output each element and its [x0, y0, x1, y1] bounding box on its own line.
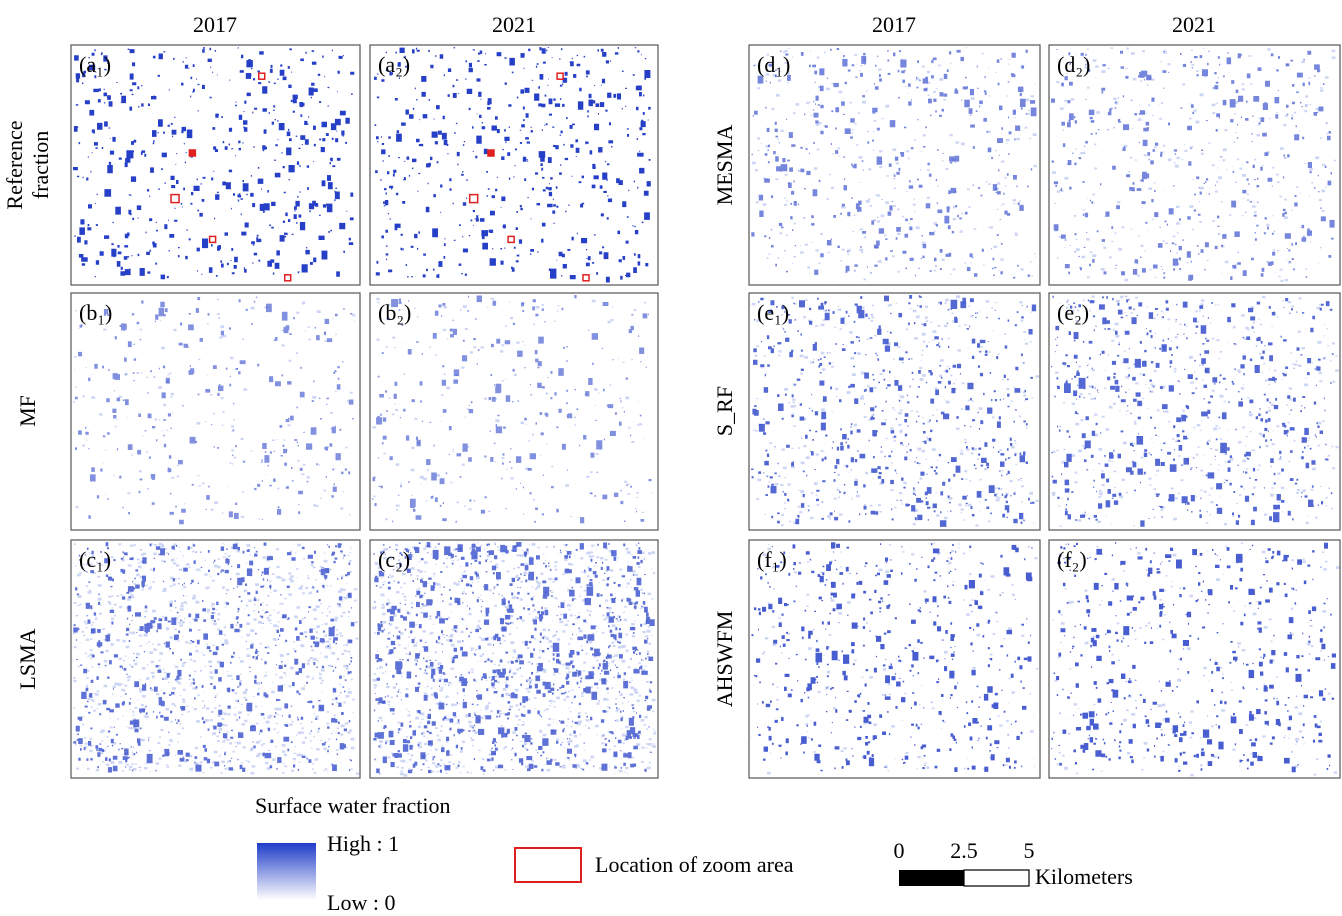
water-pixels	[1051, 295, 1334, 527]
panel-label: (f₂)	[1057, 547, 1087, 572]
zoom-area-box	[188, 149, 197, 157]
panel-label: (b₁)	[79, 300, 112, 325]
map-frame	[1048, 44, 1341, 286]
panel-label: (b₂)	[378, 300, 411, 325]
water-pixels	[374, 47, 651, 283]
scale-tick: 5	[1024, 838, 1035, 863]
row-label: MESMA	[712, 125, 737, 206]
map-panel: (c₂)	[369, 539, 659, 779]
panel-grid: (a₁) (a₂) (b₁) (b₂) (c₁) (c₂) (d₁) (d₂) (e₁) (e₂)…	[70, 44, 1341, 779]
map-frame	[70, 539, 361, 779]
zoom-area-box	[170, 193, 180, 204]
scale-bar-white	[963, 869, 1030, 887]
water-pixels	[751, 295, 1037, 527]
map-texture	[751, 295, 1040, 527]
map-frame	[1048, 292, 1341, 531]
map-panel: (b₁)	[70, 292, 361, 531]
water-pixels	[1051, 542, 1336, 773]
map-panel: (a₁)	[70, 44, 361, 286]
map-frame	[748, 44, 1041, 286]
water-pixels	[73, 47, 355, 280]
row-label: S_RF	[712, 386, 737, 436]
water-pixels	[373, 542, 655, 774]
panel-label: (f₁)	[757, 547, 787, 572]
zoom-area-box	[487, 149, 495, 157]
panel-label: (a₂)	[378, 52, 410, 77]
map-panel: (f₁)	[748, 539, 1041, 779]
water-pixels	[751, 48, 1037, 279]
column-header: 2017	[872, 12, 916, 37]
zoom-legend-box	[514, 847, 582, 883]
legend-low: Low : 0	[327, 890, 395, 915]
map-frame	[369, 44, 659, 286]
color-ramp	[257, 843, 316, 900]
panel-label: (c₁)	[79, 547, 111, 572]
column-header: 2021	[492, 12, 536, 37]
row-label: LSMA	[15, 628, 40, 689]
panel-label: (d₂)	[1057, 52, 1090, 77]
panel-label: (e₁)	[757, 300, 789, 325]
scale-tick: 0	[894, 838, 905, 863]
panel-label: (d₁)	[757, 52, 790, 77]
legend-high: High : 1	[327, 831, 399, 856]
scale-bar-black	[899, 870, 964, 886]
scale-tick: 2.5	[950, 838, 978, 863]
map-texture	[73, 542, 360, 775]
zoom-area-box	[556, 72, 564, 80]
water-pixels	[1051, 49, 1335, 281]
zoom-area-box	[468, 193, 479, 204]
row-label: MF	[15, 395, 40, 427]
column-header: 2017	[193, 12, 237, 37]
legend-title: Surface water fraction	[255, 793, 450, 818]
map-panel: (e₂)	[1048, 292, 1341, 531]
panel-label: (c₂)	[378, 547, 410, 572]
column-header: 2021	[1172, 12, 1216, 37]
legend-zoom: Location of zoom area	[595, 852, 794, 877]
scale-unit: Kilometers	[1035, 864, 1133, 889]
water-pixels	[74, 296, 354, 525]
water-pixels	[73, 542, 355, 773]
map-frame	[369, 539, 659, 779]
map-frame	[70, 292, 361, 531]
zoom-area-box	[284, 274, 292, 282]
panel-label: (e₂)	[1057, 300, 1089, 325]
map-panel: (c₁)	[70, 539, 361, 779]
zoom-area-box	[507, 235, 515, 244]
zoom-area-box	[582, 274, 590, 282]
row-label: AHSWFM	[712, 611, 737, 708]
zoom-area-box	[208, 235, 217, 244]
zoom-area-box	[257, 72, 266, 80]
map-panel: (b₂)	[369, 292, 659, 531]
map-panel: (d₂)	[1048, 44, 1341, 286]
map-panel: (d₁)	[748, 44, 1041, 286]
row-label: fraction	[28, 131, 53, 199]
map-panel: (a₂)	[369, 44, 659, 286]
map-panel: (e₁)	[748, 292, 1041, 531]
panel-label: (a₁)	[79, 52, 111, 77]
map-panel: (f₂)	[1048, 539, 1341, 779]
row-label: Reference	[2, 120, 27, 209]
map-frame	[369, 292, 659, 531]
